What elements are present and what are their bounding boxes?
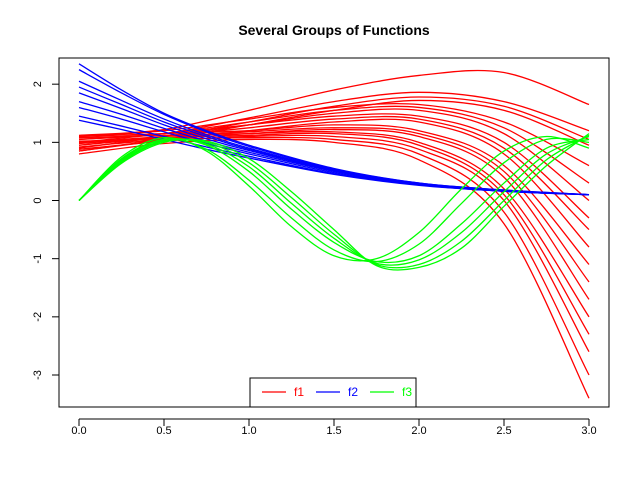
- series-line-f1-18: [78, 138, 590, 399]
- legend-label-f1: f1: [294, 385, 304, 399]
- series-line-f3-6: [78, 133, 590, 271]
- y-axis: -3 -2 -1 0 1 2: [32, 81, 60, 380]
- series-line-f1-5: [78, 102, 590, 167]
- series-line-f2-9: [78, 119, 590, 196]
- y-tick-label: -1: [32, 254, 44, 264]
- legend: f1 f2 f3: [249, 377, 417, 408]
- x-tick-label: 2.5: [496, 425, 511, 437]
- series-line-f3-5: [78, 134, 590, 269]
- x-tick-label: 0.0: [71, 425, 86, 437]
- plot-area: [78, 63, 590, 399]
- x-tick-label: 1.5: [326, 425, 341, 437]
- y-tick-label: -2: [32, 312, 44, 322]
- series-line-f3-3: [78, 137, 590, 264]
- y-tick-label: -3: [32, 370, 44, 380]
- series-line-f1-14: [78, 130, 590, 318]
- series-line-f3-1: [78, 135, 590, 262]
- y-tick-label: 1: [32, 139, 44, 145]
- series-line-f1-11: [78, 124, 590, 265]
- x-axis: 0.0 0.5 1.0 1.5 2.0 2.5 3.0: [71, 418, 597, 437]
- x-tick-label: 2.0: [411, 425, 426, 437]
- chart-title: Several Groups of Functions: [238, 22, 430, 38]
- y-tick-label: 0: [32, 197, 44, 203]
- x-tick-label: 0.5: [156, 425, 171, 437]
- x-tick-label: 3.0: [581, 425, 596, 437]
- legend-label-f2: f2: [348, 385, 358, 399]
- series-line-f1-1: [78, 69, 590, 137]
- y-tick-label: 2: [32, 81, 44, 87]
- x-tick-label: 1.0: [241, 425, 256, 437]
- legend-label-f3: f3: [402, 385, 412, 399]
